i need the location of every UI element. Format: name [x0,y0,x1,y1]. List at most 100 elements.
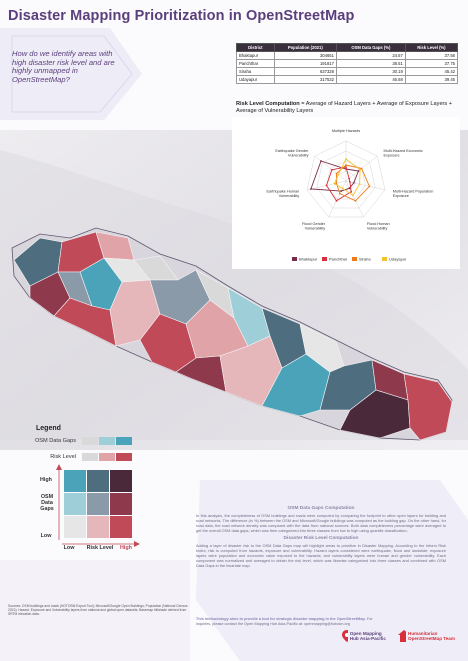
hot-house-icon [398,630,407,642]
radar-grid-ring [306,140,386,218]
table-row: Udayapur 317532 46.68 39.45 [236,75,459,84]
osm-swatch-low [82,437,98,445]
radar-point [335,182,338,185]
risk-formula: Risk Level Computation = Average of Haza… [236,101,458,115]
bivariate-cell [64,516,86,538]
radar-legend-swatch [352,257,357,261]
radar-point [333,182,336,185]
radar-point [345,166,347,168]
radar-point [350,190,353,193]
radar-legend-swatch [322,257,327,261]
nepal-map [0,130,468,450]
table-cell: 24.57 [335,51,406,60]
risk-swatch-mid [99,453,115,461]
table-header: Risk Level (%) [404,43,459,52]
radar-axis-label: Flood Human Vulnerability [367,222,390,230]
radar-point [341,187,344,190]
bivariate-cell [64,470,86,492]
radar-legend-label: Panchthar [329,257,348,262]
radar-point [337,173,340,176]
district-regions [13,231,453,441]
radar-point [339,192,341,195]
bivariate-cell [87,516,109,538]
legend-axes [56,464,140,547]
bivariate-cell [110,493,132,515]
osm-gaps-heading: OSM Data Gaps Computation [287,506,355,511]
hub-logo-text: Open Mapping Hub Asia-Pacific [349,631,386,641]
table-cell: 30.19 [335,67,406,76]
legend-title: Legend [36,425,61,432]
radar-point [320,160,322,162]
table-row: Siraha 637328 30.19 45.42 [236,67,459,76]
radar-axis-line [328,180,347,218]
radar-point [352,194,354,197]
radar-grid-ring [316,150,376,209]
radar-point [345,158,347,160]
radar-legend-swatch [292,257,297,261]
table-cell: 46.68 [335,75,406,84]
table-cell: 317532 [273,75,337,84]
table-cell: 637328 [273,67,337,76]
radar-series-line [333,158,361,197]
table-cell: Panchthar [236,59,275,68]
map-pin-icon [342,630,348,642]
risk-heading: Disaster Risk Level Computation [283,536,359,541]
risk-swatch-high [116,453,132,461]
table-cell: Siraha [236,67,275,76]
radar-point [359,168,361,171]
osm-gaps-paragraph: In this analysis, the completeness of OS… [196,513,446,533]
footer-lead: This methodology aims to provide a tool … [196,617,366,621]
radar-point [331,168,333,171]
poster-title: Disaster Mapping Prioritization in OpenS… [8,8,355,24]
table-cell: 38.51 [335,59,406,68]
radar-point [348,177,351,180]
radar-axis-line [345,180,386,191]
radar-axis-label: Earthquake Gender Vulnerability [275,149,309,157]
bivariate-cell [87,470,109,492]
radar-legend-label: Bhaktapur [299,257,318,262]
radar-axis-label: Multi-Hazard Economic Exposure [384,149,423,157]
radar-axis-label: Earthquake Human Vulnerability [266,190,299,198]
bivariate-cell [87,493,109,515]
table-cell: 191817 [273,59,337,68]
table-header: Population (2021) [273,43,337,52]
open-mapping-hub-logo: Open Mapping Hub Asia-Pacific [342,630,390,642]
formula-text: = Average of Hazard Layers + Average of … [236,101,453,114]
radar-point [348,187,351,190]
radar-point [310,188,312,190]
sources-text: Sources: OSM buildings and roads (HOTOSM… [8,604,188,616]
risk-level-label: Risk Level [50,454,76,460]
radar-axis-label: Multi-Hazard Population Exposure [393,190,434,198]
radar-point [335,199,338,202]
legend-osm-axis: OSM Data Gaps [40,494,54,512]
radar-point [368,185,371,188]
legend-low-x: Low [63,545,75,551]
radar-chart: Multiple Hazards Multi-Hazard Economic Exp… [232,117,460,269]
legend-risk-axis: Risk Level [86,545,114,551]
legend-low-y: Low [40,533,52,539]
table-header: District [236,43,275,52]
risk-swatch-low [82,453,98,461]
radar-point [348,180,351,183]
osm-gaps-label: OSM Data Gaps [34,438,76,444]
footer-contact: For inquiries, please contact the Open M… [196,617,373,626]
radar-axis-label: Multiple Hazards [332,129,360,133]
table-row: Bhaktapur 304651 24.57 37.56 [236,51,459,60]
radar-point [360,167,363,170]
radar-grid-ring [326,160,366,200]
table-header-row: District Population (2021) OSM Data Gaps… [236,43,459,52]
bivariate-cell [64,493,86,515]
osm-swatch-mid [99,437,115,445]
legend-high-y: High [40,477,52,483]
radar-point [340,190,343,192]
radar-point [335,172,338,175]
radar-legend-label: Siraha [359,257,371,262]
methodology-text: OSM Data Gaps Computation In this analys… [196,506,446,571]
table-cell: 45.42 [404,67,459,76]
table-cell: Udayapur [236,75,275,84]
radar-point [352,181,355,184]
table-cell: 304651 [273,51,337,60]
table-cell: Bhaktapur [236,51,275,60]
